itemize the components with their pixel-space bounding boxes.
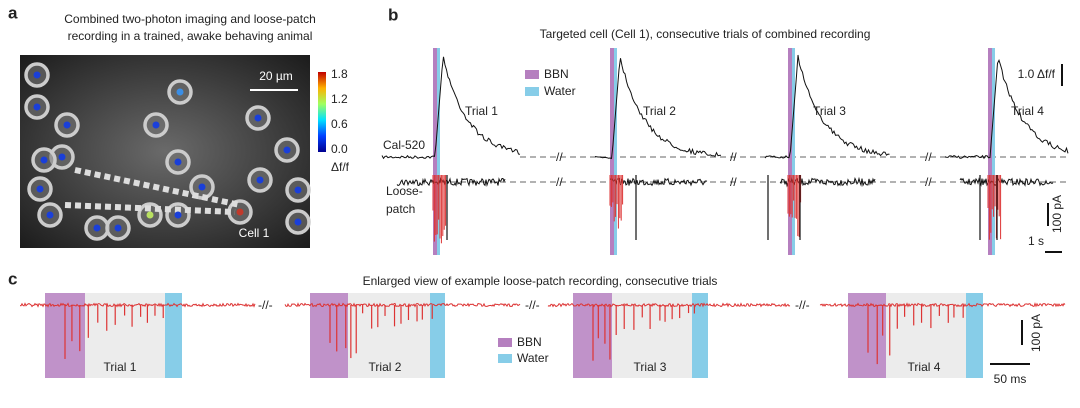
row-label: Loose- <box>386 184 423 198</box>
patch-trace <box>819 302 1066 308</box>
water-marker <box>792 48 795 255</box>
trial-label: Trial 4 <box>908 360 941 374</box>
patch-trace <box>547 302 791 308</box>
roi-dot <box>114 224 122 232</box>
trial-window <box>348 293 430 378</box>
axis-break: // <box>925 150 932 164</box>
scale-label: 1.0 Δf/f <box>1018 67 1056 81</box>
drawing-layer: // // // // // // -//- -//- -//- <box>19 48 1070 378</box>
roi-dot <box>294 186 302 194</box>
roi-dot <box>174 158 182 166</box>
trial-label: Trial 3 <box>813 104 846 118</box>
water-window <box>692 293 708 378</box>
legend-label: BBN <box>517 335 542 349</box>
colorbar-tick: 1.2 <box>331 92 348 106</box>
colorbar <box>318 72 326 152</box>
trial-window <box>612 293 692 378</box>
axis-break: // <box>556 175 563 189</box>
axis-break: // <box>730 175 737 189</box>
roi-dot <box>36 185 44 193</box>
scale-label: 100 pA <box>1050 195 1064 233</box>
roi-dot <box>236 208 244 216</box>
axis-break: // <box>925 175 932 189</box>
calcium-trace <box>944 58 1069 160</box>
roi-dot <box>174 211 182 219</box>
trial-label: Trial 2 <box>643 104 676 118</box>
roi-dot <box>58 153 66 161</box>
water-marker <box>614 48 617 255</box>
colorbar-tick: 0.6 <box>331 117 348 131</box>
axis-break: -//- <box>795 298 810 312</box>
water-marker <box>437 48 440 255</box>
axis-break: // <box>730 150 737 164</box>
roi-dot <box>256 176 264 184</box>
roi-dot <box>198 183 206 191</box>
axis-break: // <box>556 150 563 164</box>
roi-dot <box>176 88 184 96</box>
trial-label: Trial 2 <box>369 360 402 374</box>
roi-dot <box>146 211 154 219</box>
legend-swatch <box>525 87 539 96</box>
roi-dot <box>283 146 291 154</box>
dashed-band <box>74 167 241 208</box>
panel-title: Combined two-photon imaging and loose-pa… <box>64 12 316 26</box>
roi-dot <box>294 218 302 226</box>
trial-label: Trial 3 <box>634 360 667 374</box>
roi-dot <box>93 224 101 232</box>
panel-title: recording in a trained, awake behaving a… <box>68 29 313 43</box>
calcium-trace <box>594 58 722 160</box>
dashed-band <box>64 202 236 215</box>
patch-trace <box>779 176 876 188</box>
patch-trace <box>959 177 1054 187</box>
bbn-window <box>310 293 348 378</box>
calcium-trace <box>381 56 521 160</box>
legend-label: Water <box>544 84 576 98</box>
colorbar-label: Δf/f <box>331 160 350 174</box>
patch-trace <box>284 302 521 308</box>
legend-swatch <box>498 354 512 363</box>
legend-swatch <box>498 338 512 347</box>
roi-dot <box>40 156 48 164</box>
row-label: patch <box>386 202 415 216</box>
patch-trace <box>396 177 506 187</box>
scale-label: 1 s <box>1028 234 1044 248</box>
roi-dot <box>33 103 41 111</box>
water-window <box>430 293 445 378</box>
calcium-trace <box>764 54 890 159</box>
water-window <box>165 293 182 378</box>
roi-dot <box>254 114 262 122</box>
scale-label: 20 µm <box>259 69 293 83</box>
patch-trace <box>609 177 708 187</box>
bbn-window <box>848 293 886 378</box>
panel-title: Targeted cell (Cell 1), consecutive tria… <box>540 27 871 41</box>
roi-dot <box>152 121 160 129</box>
cell-label: Cell 1 <box>239 226 270 240</box>
panel-title: Enlarged view of example loose-patch rec… <box>363 274 718 288</box>
patch-trace <box>19 302 256 308</box>
colorbar-tick: 1.8 <box>331 67 348 81</box>
roi-dot <box>33 71 41 79</box>
scale-label: 100 pA <box>1029 314 1043 352</box>
water-marker <box>992 48 995 255</box>
colorbar-tick: 0.0 <box>331 142 348 156</box>
legend-label: Water <box>517 351 549 365</box>
trial-label: Trial 1 <box>465 104 498 118</box>
roi-dot <box>63 121 71 129</box>
legend-swatch <box>525 70 539 79</box>
scale-label: 50 ms <box>994 372 1027 386</box>
trial-label: Trial 1 <box>104 360 137 374</box>
panel-letter: a <box>8 3 18 22</box>
roi-dot <box>46 211 54 219</box>
axis-break: -//- <box>525 298 540 312</box>
water-window <box>966 293 983 378</box>
trial-label: Trial 4 <box>1011 104 1044 118</box>
trial-window <box>886 293 966 378</box>
axis-break: -//- <box>258 298 273 312</box>
legend-label: BBN <box>544 67 569 81</box>
panel-letter: b <box>388 5 398 24</box>
row-label: Cal-520 <box>383 138 425 152</box>
panel-letter: c <box>8 269 17 288</box>
